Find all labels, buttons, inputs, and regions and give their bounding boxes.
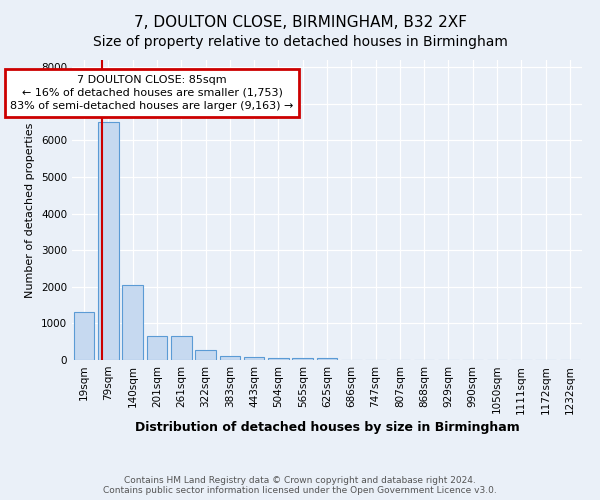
Y-axis label: Number of detached properties: Number of detached properties [25,122,35,298]
Bar [98,122,119,360]
Bar [317,358,337,360]
Bar [244,357,265,360]
Text: 7, DOULTON CLOSE, BIRMINGHAM, B32 2XF: 7, DOULTON CLOSE, BIRMINGHAM, B32 2XF [133,15,467,30]
Text: Size of property relative to detached houses in Birmingham: Size of property relative to detached ho… [92,35,508,49]
Bar [122,285,143,360]
Bar [195,350,216,360]
Bar [171,336,191,360]
Text: Contains HM Land Registry data © Crown copyright and database right 2024.
Contai: Contains HM Land Registry data © Crown c… [103,476,497,495]
Bar [146,336,167,360]
Text: 7 DOULTON CLOSE: 85sqm
← 16% of detached houses are smaller (1,753)
83% of semi-: 7 DOULTON CLOSE: 85sqm ← 16% of detached… [10,74,294,111]
Bar [268,358,289,360]
Bar [220,356,240,360]
X-axis label: Distribution of detached houses by size in Birmingham: Distribution of detached houses by size … [134,420,520,434]
Bar [74,312,94,360]
Bar [292,358,313,360]
